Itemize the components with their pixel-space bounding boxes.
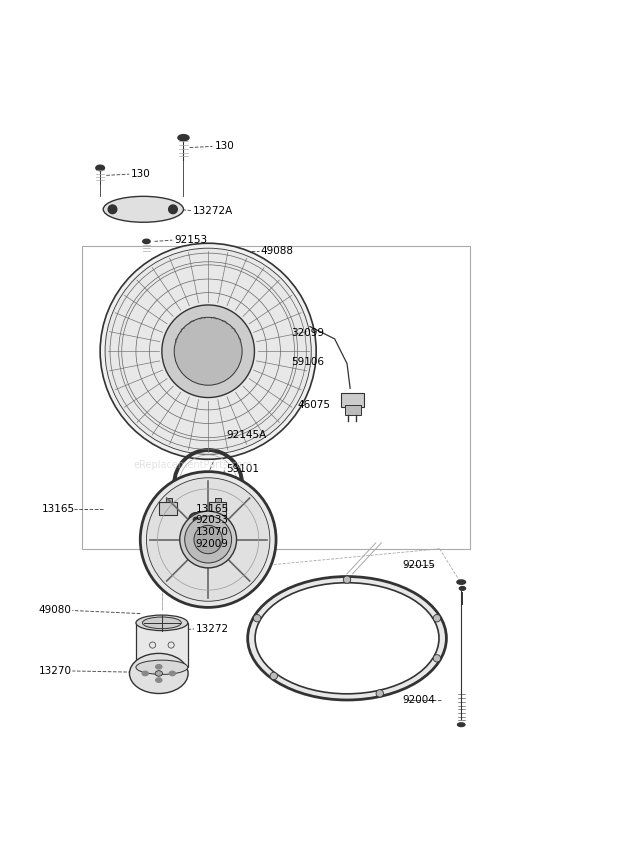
Bar bbox=[136, 623, 188, 667]
Ellipse shape bbox=[255, 583, 439, 694]
Text: 13165: 13165 bbox=[196, 504, 229, 513]
Circle shape bbox=[105, 249, 311, 454]
Text: 130: 130 bbox=[215, 142, 234, 151]
Circle shape bbox=[108, 205, 117, 214]
Bar bbox=[209, 502, 226, 515]
Circle shape bbox=[162, 305, 254, 398]
Text: 92015: 92015 bbox=[402, 560, 436, 570]
Text: 92009: 92009 bbox=[196, 539, 229, 549]
Ellipse shape bbox=[190, 525, 211, 539]
Ellipse shape bbox=[192, 541, 200, 545]
Text: 46075: 46075 bbox=[298, 400, 330, 410]
Ellipse shape bbox=[143, 617, 181, 628]
Bar bbox=[166, 498, 172, 502]
Circle shape bbox=[433, 614, 441, 622]
Ellipse shape bbox=[169, 671, 175, 676]
Circle shape bbox=[193, 517, 198, 522]
Text: 49080: 49080 bbox=[38, 606, 71, 615]
Ellipse shape bbox=[156, 665, 162, 669]
Circle shape bbox=[185, 516, 232, 563]
Circle shape bbox=[100, 243, 316, 459]
Ellipse shape bbox=[143, 239, 150, 243]
Circle shape bbox=[140, 471, 276, 608]
Ellipse shape bbox=[130, 653, 188, 694]
Ellipse shape bbox=[136, 660, 188, 674]
Ellipse shape bbox=[155, 671, 162, 677]
Circle shape bbox=[146, 478, 270, 602]
Circle shape bbox=[254, 614, 261, 622]
Circle shape bbox=[433, 655, 441, 662]
Text: 13272: 13272 bbox=[196, 624, 229, 634]
Text: 32099: 32099 bbox=[291, 328, 324, 337]
Text: 92004: 92004 bbox=[402, 695, 435, 705]
Text: 59101: 59101 bbox=[227, 463, 260, 474]
Circle shape bbox=[376, 690, 383, 697]
Bar bbox=[345, 405, 361, 415]
Text: 13070: 13070 bbox=[196, 527, 229, 537]
Text: 59106: 59106 bbox=[291, 357, 324, 368]
Ellipse shape bbox=[458, 723, 465, 727]
Text: 13165: 13165 bbox=[42, 504, 74, 513]
Circle shape bbox=[180, 511, 237, 568]
Text: 13270: 13270 bbox=[38, 666, 71, 676]
Ellipse shape bbox=[457, 580, 466, 584]
Ellipse shape bbox=[156, 678, 162, 683]
Circle shape bbox=[270, 672, 277, 680]
Ellipse shape bbox=[247, 576, 446, 700]
Circle shape bbox=[169, 205, 177, 214]
Text: 92033: 92033 bbox=[196, 515, 229, 526]
Bar bbox=[215, 498, 221, 502]
Ellipse shape bbox=[96, 165, 104, 171]
Text: 130: 130 bbox=[131, 169, 151, 180]
Bar bbox=[82, 246, 471, 549]
Text: 49088: 49088 bbox=[260, 246, 294, 255]
Ellipse shape bbox=[459, 587, 466, 590]
Text: 92145A: 92145A bbox=[227, 430, 267, 439]
Bar bbox=[341, 394, 365, 406]
Text: eReplacementParts.com: eReplacementParts.com bbox=[133, 461, 252, 470]
Bar bbox=[159, 502, 177, 515]
Ellipse shape bbox=[104, 197, 184, 223]
Ellipse shape bbox=[142, 671, 148, 676]
Circle shape bbox=[343, 576, 351, 583]
Circle shape bbox=[194, 526, 223, 554]
Text: 92153: 92153 bbox=[174, 235, 207, 245]
Circle shape bbox=[174, 318, 242, 385]
Ellipse shape bbox=[136, 615, 188, 631]
Text: 13272A: 13272A bbox=[193, 205, 233, 216]
Ellipse shape bbox=[178, 135, 189, 141]
Circle shape bbox=[195, 526, 206, 538]
